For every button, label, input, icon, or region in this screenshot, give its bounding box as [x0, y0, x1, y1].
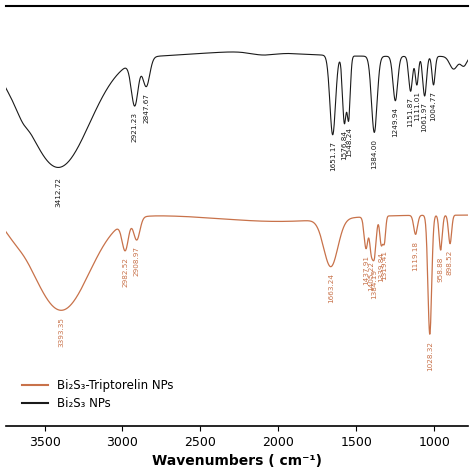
Text: 1249.94: 1249.94 [392, 107, 398, 137]
Text: 1028.32: 1028.32 [427, 340, 433, 371]
Text: 1663.24: 1663.24 [328, 273, 334, 303]
X-axis label: Wavenumbers ( cm⁻¹): Wavenumbers ( cm⁻¹) [152, 455, 322, 468]
Text: 1119.18: 1119.18 [412, 241, 419, 271]
Text: 1151.87: 1151.87 [408, 98, 413, 128]
Text: 2921.23: 2921.23 [132, 112, 138, 143]
Text: 1384.00: 1384.00 [371, 139, 377, 169]
Text: 958.88: 958.88 [438, 256, 444, 282]
Text: 1384.19: 1384.19 [371, 269, 377, 299]
Text: 3393.35: 3393.35 [58, 317, 64, 346]
Text: 1339.84: 1339.84 [378, 252, 384, 282]
Text: 1548.24: 1548.24 [346, 127, 352, 157]
Text: 1061.97: 1061.97 [421, 102, 428, 132]
Text: 1405.22: 1405.22 [368, 261, 374, 291]
Text: 2847.67: 2847.67 [143, 93, 149, 123]
Text: 1576.84: 1576.84 [341, 129, 347, 160]
Text: 3412.72: 3412.72 [55, 177, 61, 207]
Text: 2982.52: 2982.52 [122, 257, 128, 287]
Legend: Bi₂S₃-Triptorelin NPs, Bi₂S₃ NPs: Bi₂S₃-Triptorelin NPs, Bi₂S₃ NPs [16, 374, 180, 416]
Text: 1319.41: 1319.41 [382, 250, 387, 281]
Text: 1111.01: 1111.01 [414, 91, 420, 121]
Text: 1437.91: 1437.91 [363, 255, 369, 285]
Text: 2908.97: 2908.97 [134, 246, 140, 276]
Text: 1004.77: 1004.77 [430, 91, 437, 121]
Text: 1651.17: 1651.17 [330, 141, 336, 171]
Text: 898.52: 898.52 [447, 250, 453, 275]
